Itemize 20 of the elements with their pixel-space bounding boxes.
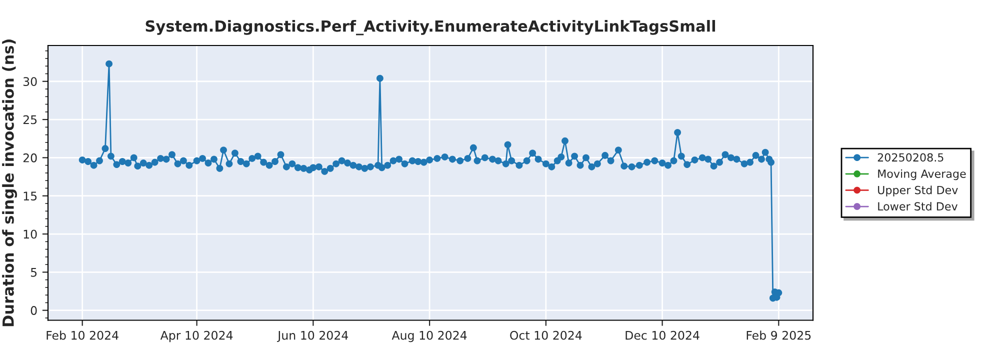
x-tick-label: Apr 10 2024: [160, 330, 233, 342]
x-tick-label: Oct 10 2024: [510, 330, 582, 340]
y-tick-label: 15: [24, 192, 37, 200]
x-tick-label: Feb 10 2024: [46, 330, 118, 340]
x-tick-label: Dec 10 2024: [626, 330, 700, 340]
legend-label: Moving Average: [878, 169, 966, 180]
x-tick-label: Jun 10 2024: [277, 330, 348, 342]
legend-label: Lower Std Dev: [878, 202, 958, 211]
y-tick-label: 25: [23, 115, 37, 124]
legend-label: 20250208.5: [878, 153, 944, 162]
y-tick-label: 0: [30, 306, 37, 315]
x-tick-label: Aug 10 2024: [392, 330, 467, 342]
legend-label: Upper Std Dev: [878, 186, 958, 196]
y-tick-label: 30: [23, 77, 37, 86]
y-tick-label: 10: [24, 230, 37, 239]
chart-title: System.Diagnostics.Perf_Activity.EnumerateActivityLinkTagsSmall: [146, 20, 716, 36]
y-tick-label: 20: [23, 153, 37, 162]
x-tick-label: Feb 9 2025: [746, 330, 811, 340]
y-axis-title: Duration of single invocation (ns): [2, 40, 18, 326]
y-tick-label: 5: [30, 268, 37, 277]
